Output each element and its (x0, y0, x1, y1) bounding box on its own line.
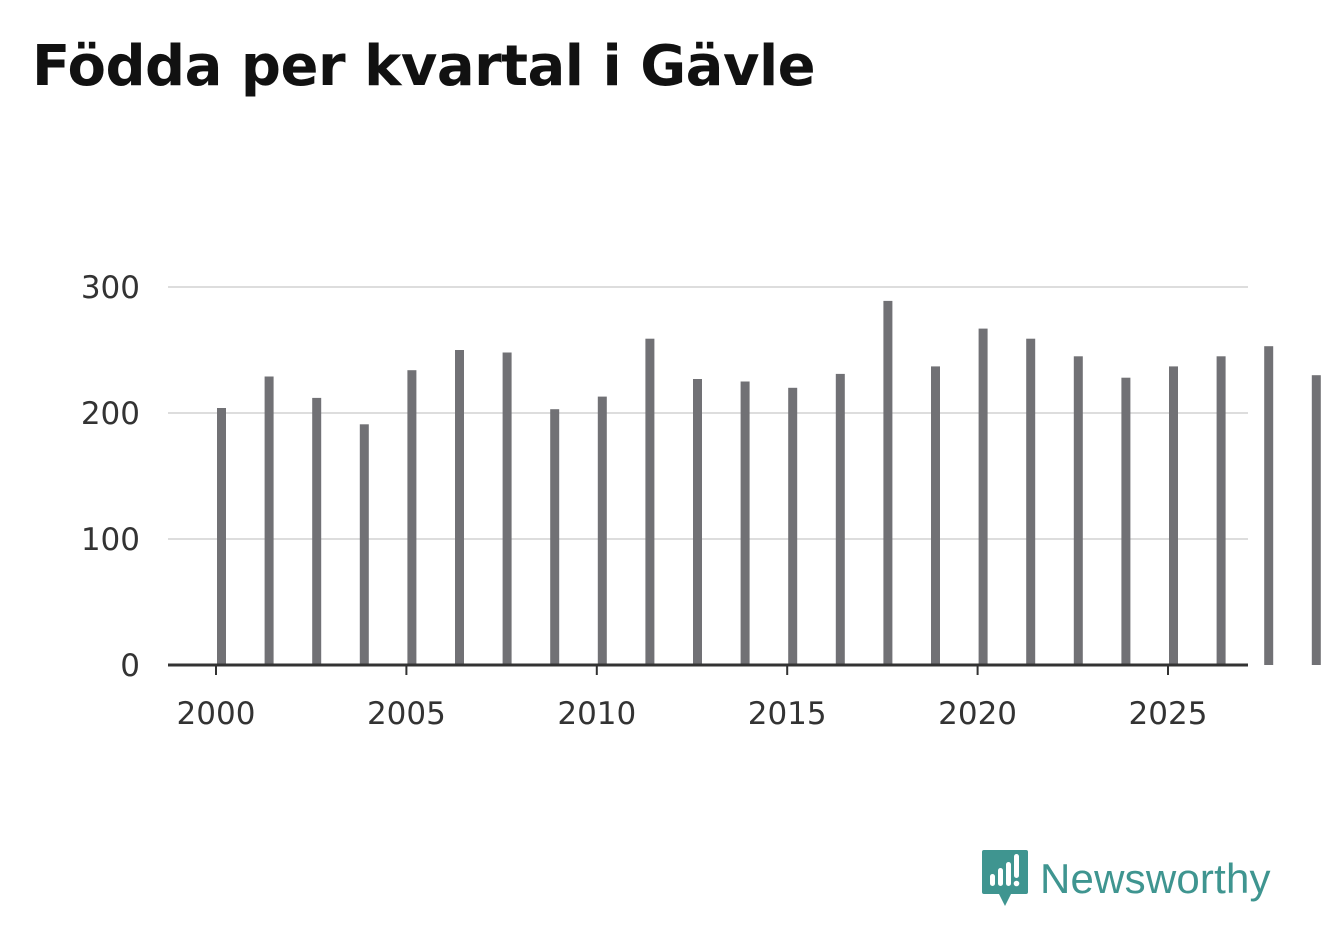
x-tick-label: 2000 (177, 696, 256, 732)
bar (835, 373, 845, 665)
bar (1073, 356, 1083, 665)
bar (1169, 366, 1178, 665)
x-tick-label: 2010 (557, 696, 636, 732)
bar (359, 424, 369, 665)
bar (883, 300, 893, 665)
bar (1121, 377, 1131, 665)
y-tick-label: 300 (81, 270, 140, 306)
bar (264, 376, 274, 665)
bar (312, 397, 322, 665)
gridlines (168, 286, 1248, 540)
bar (550, 409, 560, 665)
bar (217, 408, 226, 665)
bar (407, 370, 417, 665)
chart-title: Födda per kvartal i Gävle (32, 34, 816, 99)
brand-logo: Newsworthy (980, 848, 1271, 910)
bar (978, 328, 988, 665)
bar (1216, 356, 1226, 665)
bar (645, 338, 655, 665)
bar (1264, 346, 1274, 665)
bar (693, 379, 702, 665)
bar (455, 350, 464, 665)
x-tick-label: 2020 (938, 696, 1017, 732)
y-axis: 0 100 200 300 (81, 270, 140, 684)
newsworthy-logo-icon (982, 850, 1028, 906)
x-tick-label: 2005 (367, 696, 446, 732)
bar (1026, 338, 1036, 665)
bar (502, 352, 512, 665)
bar-series (217, 300, 1321, 665)
bar (931, 366, 940, 665)
y-tick-label: 0 (120, 648, 140, 684)
brand-name: Newsworthy (1040, 855, 1271, 902)
x-tick-label: 2015 (748, 696, 827, 732)
bar (788, 387, 798, 665)
bar (1311, 375, 1321, 665)
y-tick-label: 100 (81, 522, 140, 558)
bar (597, 396, 607, 665)
bar (740, 381, 750, 665)
y-tick-label: 200 (81, 396, 140, 432)
x-axis: 2000 2005 2010 2015 2020 2025 (168, 663, 1248, 732)
x-tick-label: 2025 (1129, 696, 1208, 732)
